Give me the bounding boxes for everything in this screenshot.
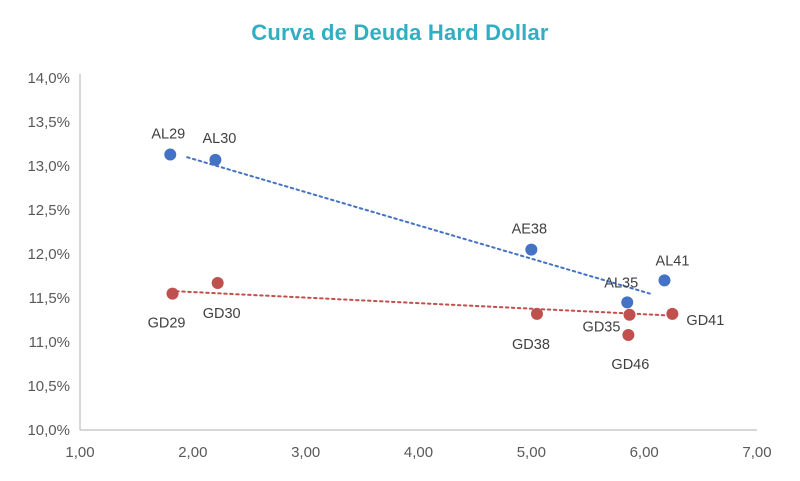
x-tick-label: 3,00 — [291, 444, 320, 461]
data-point-GD38 — [530, 307, 543, 320]
data-point-GD41 — [666, 307, 679, 320]
y-tick-label: 11,5% — [29, 290, 70, 307]
data-point-GD46 — [622, 328, 635, 341]
data-label-GD35: GD35 — [583, 320, 621, 336]
data-point-AL41 — [658, 274, 671, 287]
y-tick-label: 12,5% — [27, 202, 70, 219]
data-point-AE38 — [525, 243, 538, 256]
data-label-AL30: AL30 — [202, 131, 236, 147]
data-label-GD30: GD30 — [203, 306, 241, 322]
data-label-GD41: GD41 — [686, 313, 724, 329]
data-point-GD30 — [211, 277, 224, 290]
data-label-AL35: AL35 — [604, 275, 638, 291]
data-point-AL29 — [164, 148, 177, 161]
y-tick-label: 10,0% — [27, 422, 70, 439]
x-tick-label: 7,00 — [742, 444, 771, 461]
x-tick-label: 6,00 — [630, 444, 659, 461]
data-point-GD29 — [166, 287, 179, 300]
data-label-AL29: AL29 — [151, 127, 185, 143]
trendline-al-ae — [186, 156, 651, 295]
x-tick-label: 1,00 — [65, 444, 94, 461]
data-label-AL41: AL41 — [656, 253, 690, 269]
data-point-AL30 — [209, 153, 222, 166]
data-label-GD46: GD46 — [611, 357, 649, 373]
y-tick-label: 11,0% — [29, 334, 70, 351]
y-tick-label: 13,0% — [27, 158, 70, 175]
data-label-GD38: GD38 — [512, 337, 550, 353]
y-tick-label: 12,0% — [27, 246, 70, 263]
x-tick-label: 5,00 — [517, 444, 546, 461]
data-point-AL35 — [621, 296, 634, 309]
trendline-gd — [169, 289, 674, 317]
y-tick-label: 10,5% — [27, 378, 70, 395]
data-point-GD35 — [623, 308, 636, 321]
x-tick-label: 2,00 — [178, 444, 207, 461]
data-label-GD29: GD29 — [148, 316, 186, 332]
y-tick-label: 14,0% — [27, 70, 70, 87]
x-tick-label: 4,00 — [404, 444, 433, 461]
y-tick-label: 13,5% — [27, 114, 70, 131]
data-label-AE38: AE38 — [512, 222, 547, 238]
chart-title: Curva de Deuda Hard Dollar — [251, 20, 549, 45]
